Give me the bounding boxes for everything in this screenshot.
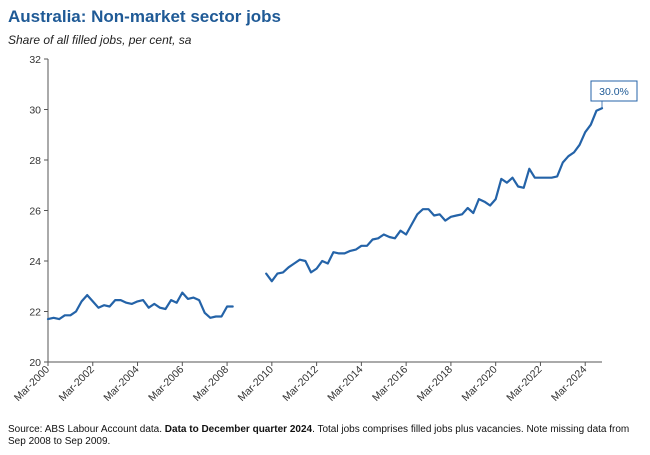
y-tick-label: 30	[29, 105, 41, 117]
x-axis-ticks: Mar-2000 Mar-2002 Mar-2004 Mar-2006 Mar-2008…	[12, 362, 589, 404]
chart-axes	[47, 59, 602, 363]
x-tick-label: Mar-2008	[191, 364, 231, 404]
x-tick-label: Mar-2004	[101, 364, 141, 404]
callout-label: 30.0%	[599, 86, 629, 98]
x-tick-label: Mar-2012	[280, 364, 320, 404]
series-line-segment	[265, 107, 604, 283]
y-tick-label: 26	[29, 206, 41, 218]
y-tick-label: 28	[29, 155, 41, 167]
source-note: Source: ABS Labour Account data. Data to…	[8, 424, 638, 448]
end-value-callout: 30.0%	[590, 80, 638, 109]
x-tick-label: Mar-2002	[57, 364, 97, 404]
x-tick-label: Mar-2010	[236, 364, 276, 404]
chart-subtitle: Share of all filled jobs, per cent, sa	[8, 33, 192, 47]
y-tick-label: 24	[29, 256, 41, 268]
chart-title: Australia: Non-market sector jobs	[8, 7, 282, 26]
x-tick-label: Mar-2014	[325, 364, 365, 404]
y-tick-label: 22	[29, 307, 41, 319]
series-line-segment	[46, 291, 234, 321]
x-tick-label: Mar-2022	[504, 364, 544, 404]
callout-box	[590, 80, 638, 102]
x-tick-label: Mar-2016	[370, 364, 410, 404]
series-lines	[46, 107, 604, 321]
x-tick-label: Mar-2020	[460, 364, 500, 404]
y-tick-label: 20	[29, 357, 41, 369]
y-tick-label: 32	[29, 54, 41, 66]
x-tick-label: Mar-2000	[12, 364, 52, 404]
source-suffix: . Total jobs comprises filled jobs plus …	[8, 424, 630, 447]
source-bold: Data to December quarter 2024	[164, 424, 313, 435]
y-axis-ticks: 20 22 24 26 28 30 32	[29, 54, 48, 369]
x-tick-label: Mar-2018	[415, 364, 455, 404]
source-prefix: Source: ABS Labour Account data.	[8, 424, 165, 435]
x-tick-label: Mar-2006	[146, 364, 186, 404]
x-tick-label: Mar-2024	[549, 364, 589, 404]
